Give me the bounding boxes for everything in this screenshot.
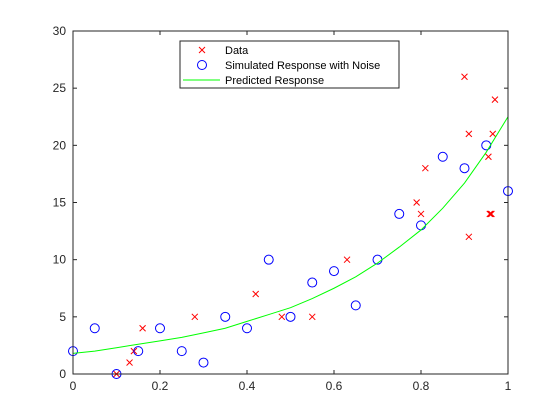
simulated-point <box>394 208 405 219</box>
simulated-point <box>198 357 209 368</box>
legend-label: Predicted Response <box>225 75 324 87</box>
data-point <box>421 164 429 172</box>
legend-item: Simulated Response with Noise <box>197 60 380 72</box>
simulated-point <box>242 323 252 334</box>
legend-label: Data <box>225 45 249 57</box>
data-point <box>278 313 286 321</box>
data-point <box>413 199 421 206</box>
y-tick-label: 30 <box>53 24 67 38</box>
simulated-point <box>285 311 296 322</box>
simulated-point <box>459 163 470 174</box>
data-point <box>191 313 199 321</box>
data-point <box>485 153 492 161</box>
data-point <box>461 73 468 81</box>
simulated-point <box>176 346 187 357</box>
data-point <box>308 313 316 321</box>
series-layer <box>68 73 513 379</box>
y-tick-label: 10 <box>53 253 67 267</box>
simulated-point <box>307 277 318 288</box>
data-point <box>139 324 146 332</box>
legend-marker-x <box>198 46 206 54</box>
legend: Data Simulated Response with Noise Predict… <box>179 40 400 89</box>
predicted-response-line <box>72 116 509 354</box>
data-point <box>491 96 499 103</box>
data-point <box>343 256 351 264</box>
data-point <box>486 210 494 218</box>
data-point <box>489 130 497 138</box>
simulated-point <box>89 323 100 334</box>
legend-marker-circle <box>197 60 207 70</box>
simulated-point <box>437 151 448 162</box>
legend-item: Data <box>198 45 249 57</box>
legend-label: Simulated Response with Noise <box>225 60 380 72</box>
simulated-point <box>220 311 231 322</box>
data-point <box>465 130 473 138</box>
x-tick-label: 0.6 <box>326 379 343 393</box>
data-point <box>126 359 133 366</box>
data-point <box>488 210 495 218</box>
y-tick-label: 0 <box>59 367 66 381</box>
x-tick-label: 0.2 <box>152 379 169 393</box>
simulated-point <box>155 323 165 334</box>
simulated-point <box>263 254 274 265</box>
simulated-point <box>350 300 361 311</box>
x-tick-label: 0.4 <box>239 379 256 393</box>
y-tick-label: 15 <box>53 196 67 210</box>
y-tick-label: 20 <box>53 138 67 152</box>
x-tick-label: 0.8 <box>413 379 430 393</box>
simulated-point <box>133 346 144 357</box>
data-point <box>252 290 260 298</box>
data-point <box>465 233 473 241</box>
x-tick-label: 0 <box>70 379 77 393</box>
data-point <box>487 210 494 218</box>
data-point <box>417 210 425 218</box>
y-tick-label: 5 <box>59 310 66 324</box>
simulated-point <box>329 266 339 277</box>
x-tick-label: 1 <box>505 379 512 393</box>
y-tick-label: 25 <box>53 81 67 95</box>
legend-item: Predicted Response <box>183 75 324 87</box>
